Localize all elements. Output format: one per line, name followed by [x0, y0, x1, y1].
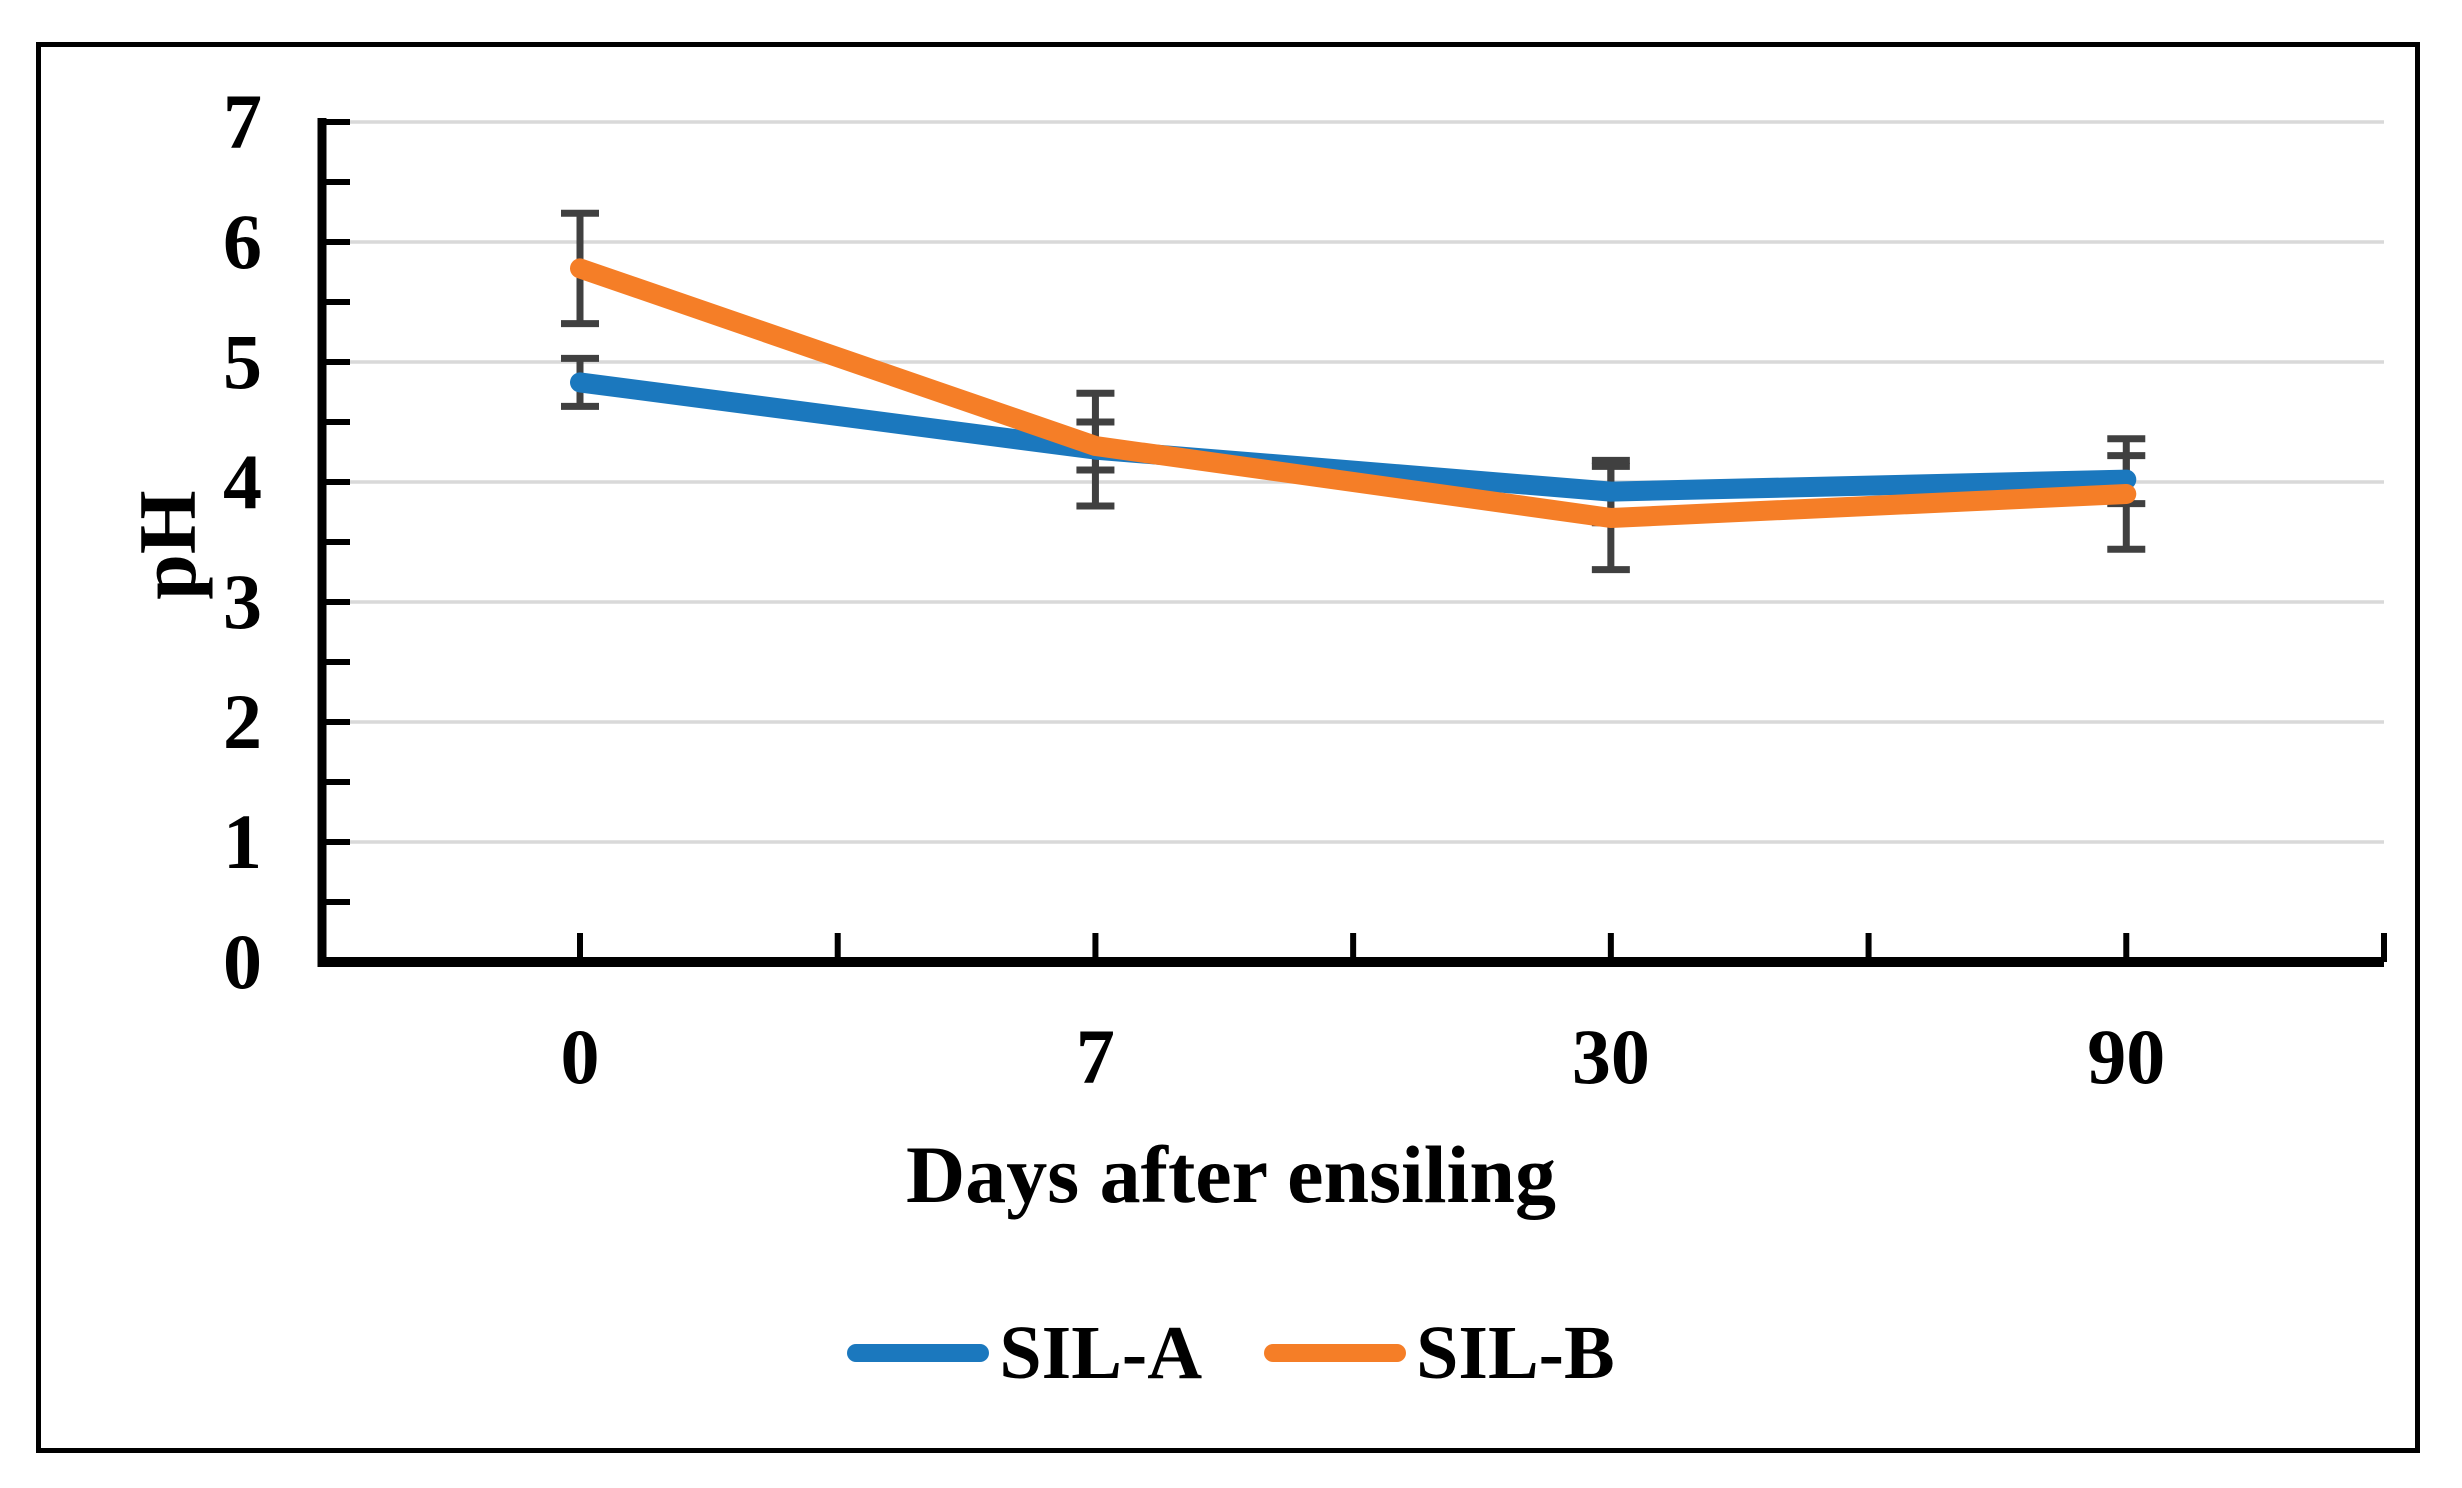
y-tick-label: 7: [223, 78, 262, 165]
x-tick-label: 30: [1571, 1013, 1650, 1100]
legend-label-sil-b: SIL-B: [1416, 1311, 1615, 1395]
figure-border: [36, 42, 2420, 1453]
x-tick-label: 0: [560, 1013, 600, 1100]
y-tick-label: 0: [223, 918, 262, 1005]
sil-b-line-swatch: [1264, 1344, 1407, 1362]
y-tick-label: 1: [223, 798, 262, 885]
y-tick-label: 5: [223, 318, 262, 405]
legend-label-sil-a: SIL-A: [999, 1311, 1203, 1395]
x-tick-label: 7: [1075, 1013, 1115, 1100]
y-tick-label: 2: [223, 678, 262, 765]
y-tick-label: 4: [223, 438, 262, 525]
y-tick-label: 6: [223, 198, 262, 285]
x-tick-label: 90: [2087, 1013, 2166, 1100]
legend-item-sil-b: SIL-B: [1264, 1308, 1615, 1398]
series-line-sil-a: [570, 372, 2137, 502]
legend-item-sil-a: SIL-A: [847, 1308, 1202, 1398]
y-tick-label: 3: [223, 558, 262, 645]
series-line-sil-b: [570, 258, 2137, 528]
legend: SIL-A SIL-B: [0, 1308, 2462, 1398]
y-axis-title: pH: [122, 490, 213, 600]
sil-a-line-swatch: [847, 1344, 990, 1362]
x-axis-title: Days after ensiling: [906, 1129, 1556, 1220]
